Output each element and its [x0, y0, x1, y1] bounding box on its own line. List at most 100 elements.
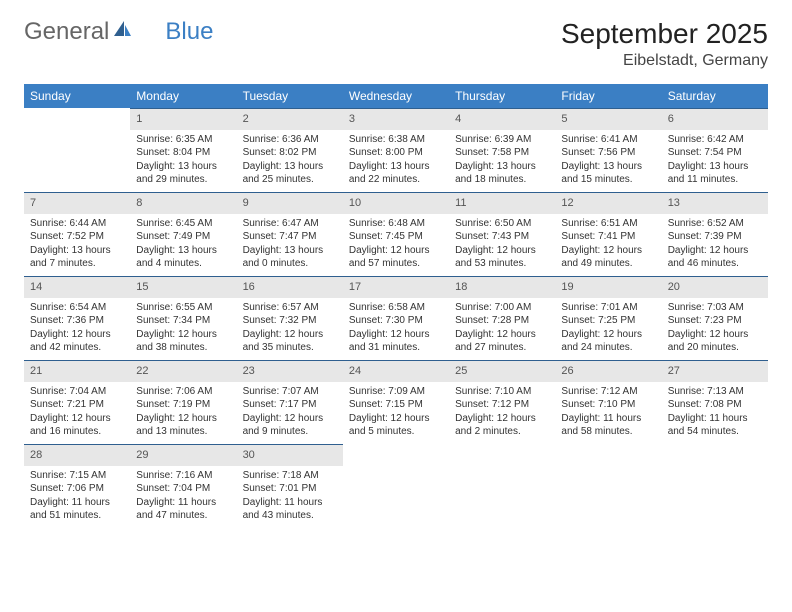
day-number: 2 [237, 108, 343, 130]
day-number: 10 [343, 192, 449, 214]
logo: General Blue [24, 18, 213, 46]
daylight-line: Daylight: 13 hours and 7 minutes. [30, 244, 124, 271]
sunset-line: Sunset: 7:25 PM [561, 314, 655, 328]
day-number: 4 [449, 108, 555, 130]
sunrise-line: Sunrise: 7:16 AM [136, 469, 230, 483]
daylight-line: Daylight: 11 hours and 47 minutes. [136, 496, 230, 523]
day-body: Sunrise: 6:41 AMSunset: 7:56 PMDaylight:… [555, 130, 661, 191]
calendar-cell: 8Sunrise: 6:45 AMSunset: 7:49 PMDaylight… [130, 192, 236, 276]
calendar-cell: 6Sunrise: 6:42 AMSunset: 7:54 PMDaylight… [662, 108, 768, 192]
weekday-header-row: SundayMondayTuesdayWednesdayThursdayFrid… [24, 84, 768, 108]
calendar-cell: 26Sunrise: 7:12 AMSunset: 7:10 PMDayligh… [555, 360, 661, 444]
sunrise-line: Sunrise: 6:44 AM [30, 217, 124, 231]
daylight-line: Daylight: 12 hours and 46 minutes. [668, 244, 762, 271]
calendar-table: SundayMondayTuesdayWednesdayThursdayFrid… [24, 84, 768, 527]
day-body: Sunrise: 7:00 AMSunset: 7:28 PMDaylight:… [449, 298, 555, 359]
day-number: 29 [130, 444, 236, 466]
sunset-line: Sunset: 7:56 PM [561, 146, 655, 160]
sunrise-line: Sunrise: 6:55 AM [136, 301, 230, 315]
calendar-cell: 21Sunrise: 7:04 AMSunset: 7:21 PMDayligh… [24, 360, 130, 444]
day-body: Sunrise: 6:45 AMSunset: 7:49 PMDaylight:… [130, 214, 236, 275]
sunrise-line: Sunrise: 7:15 AM [30, 469, 124, 483]
day-number: 14 [24, 276, 130, 298]
sunrise-line: Sunrise: 7:03 AM [668, 301, 762, 315]
daylight-line: Daylight: 13 hours and 22 minutes. [349, 160, 443, 187]
sunset-line: Sunset: 7:19 PM [136, 398, 230, 412]
day-number: 22 [130, 360, 236, 382]
day-body: Sunrise: 7:10 AMSunset: 7:12 PMDaylight:… [449, 382, 555, 443]
day-number: 27 [662, 360, 768, 382]
day-number: 30 [237, 444, 343, 466]
logo-text-general: General [24, 18, 109, 46]
calendar-cell: 24Sunrise: 7:09 AMSunset: 7:15 PMDayligh… [343, 360, 449, 444]
day-number: 21 [24, 360, 130, 382]
calendar-row: 21Sunrise: 7:04 AMSunset: 7:21 PMDayligh… [24, 360, 768, 444]
day-body: Sunrise: 7:04 AMSunset: 7:21 PMDaylight:… [24, 382, 130, 443]
daylight-line: Daylight: 12 hours and 24 minutes. [561, 328, 655, 355]
sunrise-line: Sunrise: 7:10 AM [455, 385, 549, 399]
sunrise-line: Sunrise: 6:39 AM [455, 133, 549, 147]
day-body: Sunrise: 7:07 AMSunset: 7:17 PMDaylight:… [237, 382, 343, 443]
calendar-cell: 25Sunrise: 7:10 AMSunset: 7:12 PMDayligh… [449, 360, 555, 444]
sunrise-line: Sunrise: 7:12 AM [561, 385, 655, 399]
daylight-line: Daylight: 13 hours and 25 minutes. [243, 160, 337, 187]
sunset-line: Sunset: 7:30 PM [349, 314, 443, 328]
day-number: 16 [237, 276, 343, 298]
sunset-line: Sunset: 7:47 PM [243, 230, 337, 244]
sunrise-line: Sunrise: 7:00 AM [455, 301, 549, 315]
calendar-cell: 22Sunrise: 7:06 AMSunset: 7:19 PMDayligh… [130, 360, 236, 444]
sunset-line: Sunset: 7:58 PM [455, 146, 549, 160]
day-body: Sunrise: 7:18 AMSunset: 7:01 PMDaylight:… [237, 466, 343, 527]
sunset-line: Sunset: 7:17 PM [243, 398, 337, 412]
day-number: 26 [555, 360, 661, 382]
weekday-header: Wednesday [343, 84, 449, 108]
sunset-line: Sunset: 7:54 PM [668, 146, 762, 160]
day-body: Sunrise: 6:57 AMSunset: 7:32 PMDaylight:… [237, 298, 343, 359]
daylight-line: Daylight: 12 hours and 27 minutes. [455, 328, 549, 355]
day-number: 7 [24, 192, 130, 214]
day-body: Sunrise: 7:12 AMSunset: 7:10 PMDaylight:… [555, 382, 661, 443]
sunrise-line: Sunrise: 6:50 AM [455, 217, 549, 231]
calendar-cell: 27Sunrise: 7:13 AMSunset: 7:08 PMDayligh… [662, 360, 768, 444]
calendar-cell: 10Sunrise: 6:48 AMSunset: 7:45 PMDayligh… [343, 192, 449, 276]
calendar-cell: 17Sunrise: 6:58 AMSunset: 7:30 PMDayligh… [343, 276, 449, 360]
day-body: Sunrise: 6:47 AMSunset: 7:47 PMDaylight:… [237, 214, 343, 275]
sunset-line: Sunset: 7:39 PM [668, 230, 762, 244]
daylight-line: Daylight: 12 hours and 38 minutes. [136, 328, 230, 355]
day-number: 28 [24, 444, 130, 466]
day-body: Sunrise: 6:36 AMSunset: 8:02 PMDaylight:… [237, 130, 343, 191]
sunset-line: Sunset: 7:49 PM [136, 230, 230, 244]
logo-text-blue: Blue [165, 18, 213, 46]
calendar-cell: 15Sunrise: 6:55 AMSunset: 7:34 PMDayligh… [130, 276, 236, 360]
sunrise-line: Sunrise: 6:35 AM [136, 133, 230, 147]
day-number: 15 [130, 276, 236, 298]
sunset-line: Sunset: 7:12 PM [455, 398, 549, 412]
day-number: 17 [343, 276, 449, 298]
calendar-cell: 18Sunrise: 7:00 AMSunset: 7:28 PMDayligh… [449, 276, 555, 360]
weekday-header: Thursday [449, 84, 555, 108]
sunset-line: Sunset: 8:02 PM [243, 146, 337, 160]
weekday-header: Friday [555, 84, 661, 108]
calendar-cell: 9Sunrise: 6:47 AMSunset: 7:47 PMDaylight… [237, 192, 343, 276]
sunset-line: Sunset: 7:41 PM [561, 230, 655, 244]
daylight-line: Daylight: 12 hours and 49 minutes. [561, 244, 655, 271]
title-block: September 2025 Eibelstadt, Germany [561, 18, 768, 70]
day-body: Sunrise: 6:52 AMSunset: 7:39 PMDaylight:… [662, 214, 768, 275]
sunset-line: Sunset: 7:43 PM [455, 230, 549, 244]
day-number: 8 [130, 192, 236, 214]
calendar-cell: 4Sunrise: 6:39 AMSunset: 7:58 PMDaylight… [449, 108, 555, 192]
daylight-line: Daylight: 12 hours and 9 minutes. [243, 412, 337, 439]
daylight-line: Daylight: 11 hours and 58 minutes. [561, 412, 655, 439]
sunset-line: Sunset: 7:36 PM [30, 314, 124, 328]
day-body: Sunrise: 7:13 AMSunset: 7:08 PMDaylight:… [662, 382, 768, 443]
sunset-line: Sunset: 7:21 PM [30, 398, 124, 412]
sunrise-line: Sunrise: 6:48 AM [349, 217, 443, 231]
day-number: 24 [343, 360, 449, 382]
day-body: Sunrise: 6:44 AMSunset: 7:52 PMDaylight:… [24, 214, 130, 275]
day-number: 19 [555, 276, 661, 298]
calendar-row: 14Sunrise: 6:54 AMSunset: 7:36 PMDayligh… [24, 276, 768, 360]
calendar-cell: . [24, 108, 130, 192]
daylight-line: Daylight: 12 hours and 31 minutes. [349, 328, 443, 355]
calendar-cell: 13Sunrise: 6:52 AMSunset: 7:39 PMDayligh… [662, 192, 768, 276]
day-body: Sunrise: 6:39 AMSunset: 7:58 PMDaylight:… [449, 130, 555, 191]
